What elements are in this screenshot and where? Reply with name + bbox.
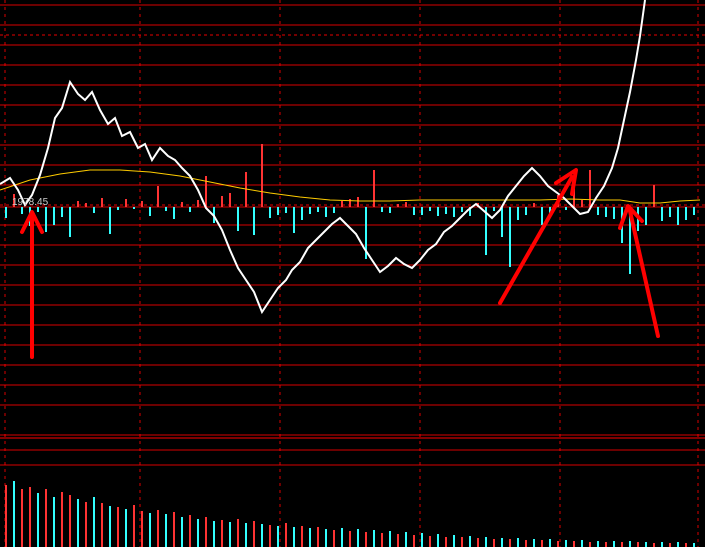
- stock-chart: 1978.45: [0, 0, 705, 547]
- price-label: 1978.45: [12, 197, 48, 208]
- chart-canvas: [0, 0, 705, 547]
